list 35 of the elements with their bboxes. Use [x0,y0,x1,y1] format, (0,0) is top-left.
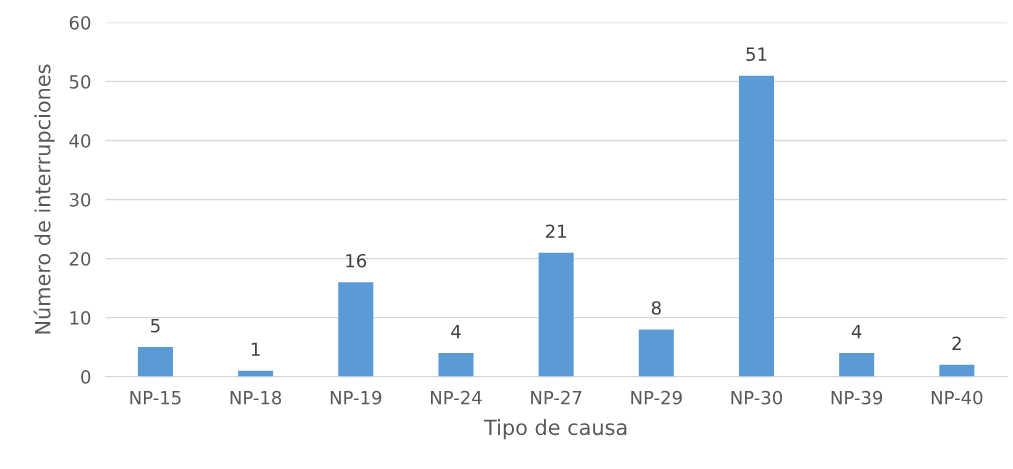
y-tick-label: 20 [69,252,91,266]
data-label: 21 [545,224,566,238]
bar [738,75,775,377]
x-tick-label: NP-39 [831,390,883,405]
x-tick-label: NP-27 [531,390,582,405]
bar [839,353,875,377]
y-tick-label: 10 [70,311,91,325]
data-label: 5 [151,319,160,333]
bar [538,252,574,377]
x-tick-label: NP-29 [631,390,682,405]
y-tick-label: 50 [69,74,91,89]
y-tick-label: 30 [69,193,91,207]
y-axis-title: Número de interrupciones [33,64,55,334]
bar [939,364,975,377]
x-tick-label: NP-19 [330,390,382,405]
data-label: 16 [346,253,367,268]
x-tick-label: NP-40 [931,390,983,405]
data-label: 4 [451,324,461,339]
y-tick-label: 60 [69,15,91,30]
bar [438,353,474,377]
bar [638,329,674,377]
y-tick-label: 40 [69,134,91,148]
data-label: 1 [251,342,260,356]
y-tick-label: 0 [81,370,91,384]
data-label: 8 [651,301,661,315]
bar [338,282,374,377]
data-label: 2 [952,336,961,350]
bar [137,347,173,377]
x-tick-label: NP-15 [130,391,181,405]
data-label: 51 [746,47,767,62]
data-label: 4 [851,324,862,339]
x-axis-title: Tipo de causa [483,419,627,440]
x-tick-label: NP-30 [731,390,783,405]
x-tick-label: NP-24 [431,390,482,405]
x-tick-label: NP-18 [230,390,282,405]
